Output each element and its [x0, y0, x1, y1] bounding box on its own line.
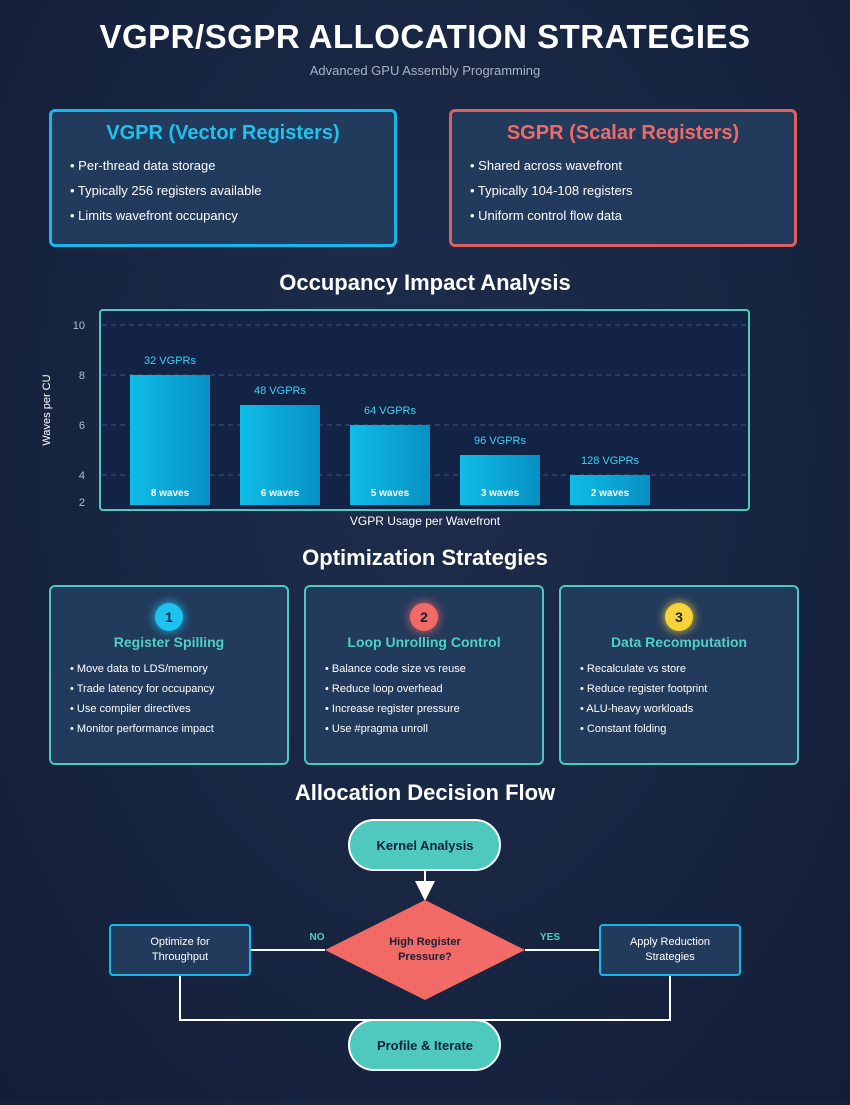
strategy-item: • Monitor performance impact — [70, 723, 214, 735]
strategy-item: • Increase register pressure — [325, 703, 460, 715]
flow-end-label: Profile & Iterate — [377, 1038, 473, 1053]
strategy-item: • Balance code size vs reuse — [325, 663, 466, 675]
flow-end-node — [348, 1019, 501, 1071]
sgpr-panel: SGPR (Scalar Registers) • Shared across … — [449, 109, 797, 247]
chart-bar — [240, 405, 320, 505]
chart-bar — [460, 455, 540, 505]
vgpr-feature-list: • Per-thread data storage • Typically 25… — [70, 158, 394, 233]
optimization-section-title: Optimization Strategies — [302, 545, 548, 570]
strategy-title: Register Spilling — [113, 634, 225, 650]
strategy-item: • Reduce register footprint — [580, 683, 708, 695]
chart-x-axis-label: VGPR Usage per Wavefront — [350, 514, 501, 528]
strategy-item-list: • Balance code size vs reuse • Reduce lo… — [325, 663, 542, 743]
chart-y-tick-label: 8 — [79, 370, 85, 382]
chart-bar-data-label: 8 waves — [151, 488, 190, 499]
strategy-item: • Use #pragma unroll — [325, 723, 428, 735]
occupancy-section-title: Occupancy Impact Analysis — [279, 270, 571, 295]
page-subtitle: Advanced GPU Assembly Programming — [309, 63, 541, 78]
flow-decision-label-line1: High Register — [389, 936, 461, 948]
strategy-number-badge: 3 — [665, 603, 693, 631]
decision-flow-svg: Kernel Analysis High Register Pressure? … — [109, 819, 741, 1071]
flow-yes-label: YES — [540, 932, 560, 943]
strategy-title: Loop Unrolling Control — [347, 634, 501, 650]
chart-y-axis-label: Waves per CU — [41, 374, 53, 445]
decision-flow-diagram: Kernel Analysis High Register Pressure? … — [0, 810, 850, 1100]
occupancy-chart-svg: 2 4 6 8 10 32 VGPRs 8 waves 48 VGPRs 6 waves 64 … — [41, 309, 750, 528]
vgpr-feature-item: • Limits wavefront occupancy — [70, 208, 238, 223]
flow-decision-node — [325, 900, 525, 1000]
flow-right-label-line1: Apply Reduction — [630, 936, 710, 948]
strategy-number-badge: 2 — [410, 603, 438, 631]
strategy-card-register-spilling: 1 Register Spilling • Move data to LDS/m… — [49, 585, 289, 765]
chart-y-tick-label: 10 — [73, 320, 85, 332]
chart-y-tick-label: 4 — [79, 470, 85, 482]
chart-category-label: 128 VGPRs — [581, 455, 640, 467]
sgpr-panel-title: SGPR (Scalar Registers) — [506, 122, 740, 144]
flow-apply-reduction-node — [599, 924, 741, 976]
strategy-item-list: • Recalculate vs store • Reduce register… — [580, 663, 797, 743]
vgpr-feature-item: • Per-thread data storage — [70, 158, 216, 173]
chart-bar-data-label: 6 waves — [261, 488, 300, 499]
strategy-item: • Use compiler directives — [70, 703, 191, 715]
flow-start-node — [348, 819, 501, 871]
vgpr-panel-title: VGPR (Vector Registers) — [106, 122, 340, 144]
chart-category-label: 64 VGPRs — [364, 405, 416, 417]
chart-bar — [350, 425, 430, 505]
chart-bar-data-label: 3 waves — [481, 488, 520, 499]
chart-category-label: 32 VGPRs — [144, 355, 196, 367]
strategy-item: • Constant folding — [580, 723, 667, 735]
occupancy-chart: 2 4 6 8 10 32 VGPRs 8 waves 48 VGPRs 6 waves 64 … — [0, 300, 850, 540]
flow-right-label-line2: Strategies — [645, 951, 695, 963]
sgpr-feature-item: • Uniform control flow data — [470, 208, 622, 223]
chart-y-tick-label: 2 — [79, 497, 85, 509]
strategy-card-loop-unrolling: 2 Loop Unrolling Control • Balance code … — [304, 585, 544, 765]
flow-start-label: Kernel Analysis — [376, 838, 473, 853]
sgpr-feature-list: • Shared across wavefront • Typically 10… — [470, 158, 794, 233]
chart-bar-data-label: 2 waves — [591, 488, 630, 499]
chart-bar — [130, 375, 210, 505]
chart-bar-data-label: 5 waves — [371, 488, 410, 499]
strategy-number-badge: 1 — [155, 603, 183, 631]
chart-category-label: 48 VGPRs — [254, 385, 306, 397]
chart-y-tick-label: 6 — [79, 420, 85, 432]
strategy-item: • Trade latency for occupancy — [70, 683, 215, 695]
chart-bar — [570, 475, 650, 505]
sgpr-feature-item: • Typically 104-108 registers — [470, 183, 633, 198]
page-title: VGPR/SGPR ALLOCATION STRATEGIES — [99, 18, 751, 55]
sgpr-feature-item: • Shared across wavefront — [470, 158, 622, 173]
vgpr-panel: VGPR (Vector Registers) • Per-thread dat… — [49, 109, 397, 247]
flow-left-label-line1: Optimize for — [150, 936, 210, 948]
strategy-card-data-recomputation: 3 Data Recomputation • Recalculate vs st… — [559, 585, 799, 765]
strategy-item-list: • Move data to LDS/memory • Trade latenc… — [70, 663, 287, 743]
strategy-item: • ALU-heavy workloads — [580, 703, 694, 715]
flow-left-label-line2: Throughput — [152, 951, 208, 963]
strategy-item: • Move data to LDS/memory — [70, 663, 208, 675]
flow-no-label: NO — [310, 932, 325, 943]
strategy-item: • Reduce loop overhead — [325, 683, 443, 695]
flow-optimize-throughput-node — [109, 924, 251, 976]
strategy-item: • Recalculate vs store — [580, 663, 686, 675]
flow-section-title: Allocation Decision Flow — [294, 780, 556, 805]
strategy-title: Data Recomputation — [610, 634, 748, 650]
flow-decision-label-line2: Pressure? — [398, 951, 452, 963]
chart-category-label: 96 VGPRs — [474, 435, 526, 447]
vgpr-feature-item: • Typically 256 registers available — [70, 183, 262, 198]
